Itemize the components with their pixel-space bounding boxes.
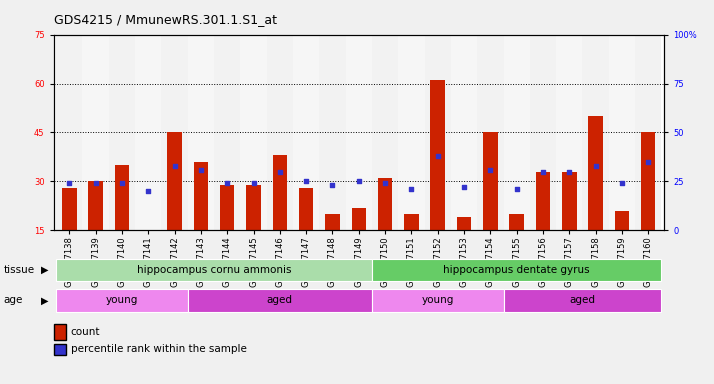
Point <box>64 180 75 187</box>
Bar <box>241 35 267 230</box>
Bar <box>378 178 392 230</box>
Point <box>353 178 365 185</box>
Point <box>458 184 470 190</box>
Bar <box>404 214 418 230</box>
Bar <box>562 172 576 230</box>
Text: age: age <box>4 295 23 305</box>
Point <box>90 180 101 187</box>
Bar <box>83 35 109 230</box>
Bar <box>583 35 609 230</box>
Text: aged: aged <box>267 295 293 306</box>
Point <box>169 163 181 169</box>
Bar <box>556 35 583 230</box>
Bar <box>115 165 129 230</box>
Bar <box>457 217 471 230</box>
Bar <box>351 207 366 230</box>
Bar <box>273 156 287 230</box>
Text: aged: aged <box>570 295 595 306</box>
Bar <box>398 35 425 230</box>
Bar <box>293 35 319 230</box>
Bar <box>161 35 188 230</box>
Bar <box>431 80 445 230</box>
Bar <box>530 35 556 230</box>
Point <box>195 167 206 173</box>
Bar <box>372 35 398 230</box>
Point <box>327 182 338 189</box>
Point <box>221 180 233 187</box>
Bar <box>509 214 524 230</box>
Point <box>143 188 154 194</box>
Bar <box>425 35 451 230</box>
Bar <box>477 35 503 230</box>
Text: ▶: ▶ <box>41 295 49 305</box>
Bar <box>346 35 372 230</box>
Bar <box>193 162 208 230</box>
Text: GDS4215 / MmunewRS.301.1.S1_at: GDS4215 / MmunewRS.301.1.S1_at <box>54 13 276 26</box>
Point <box>643 159 654 165</box>
Bar <box>56 258 372 281</box>
Bar <box>503 289 661 312</box>
Text: young: young <box>421 295 454 306</box>
Bar <box>615 211 629 230</box>
Text: tissue: tissue <box>4 265 35 275</box>
Bar <box>641 132 655 230</box>
Text: ▶: ▶ <box>41 265 49 275</box>
Bar <box>135 35 161 230</box>
Point <box>301 178 312 185</box>
Bar <box>503 35 530 230</box>
Bar <box>326 214 340 230</box>
Point <box>406 186 417 192</box>
Point <box>563 169 575 175</box>
Bar <box>167 132 182 230</box>
Bar <box>188 35 214 230</box>
Bar <box>299 188 313 230</box>
Bar <box>588 116 603 230</box>
Bar <box>372 289 503 312</box>
Bar <box>536 172 550 230</box>
Bar <box>56 35 83 230</box>
Point <box>590 163 601 169</box>
Point <box>274 169 286 175</box>
Bar <box>220 185 234 230</box>
Point <box>248 180 259 187</box>
Bar <box>483 132 498 230</box>
Bar <box>109 35 135 230</box>
Bar <box>609 35 635 230</box>
Bar <box>56 289 188 312</box>
Point <box>379 180 391 187</box>
Bar <box>188 289 372 312</box>
Point <box>616 180 628 187</box>
Text: young: young <box>106 295 138 306</box>
Bar <box>214 35 241 230</box>
Point <box>537 169 548 175</box>
Text: percentile rank within the sample: percentile rank within the sample <box>71 344 246 354</box>
Bar <box>635 35 661 230</box>
Bar <box>246 185 261 230</box>
Bar <box>62 188 76 230</box>
Bar <box>319 35 346 230</box>
Point <box>485 167 496 173</box>
Bar <box>372 258 661 281</box>
Point <box>511 186 523 192</box>
Point <box>432 153 443 159</box>
Point <box>116 180 128 187</box>
Text: hippocampus dentate gyrus: hippocampus dentate gyrus <box>443 265 590 275</box>
Bar <box>267 35 293 230</box>
Bar <box>451 35 477 230</box>
Bar <box>89 182 103 230</box>
Text: count: count <box>71 327 100 337</box>
Text: hippocampus cornu ammonis: hippocampus cornu ammonis <box>137 265 291 275</box>
